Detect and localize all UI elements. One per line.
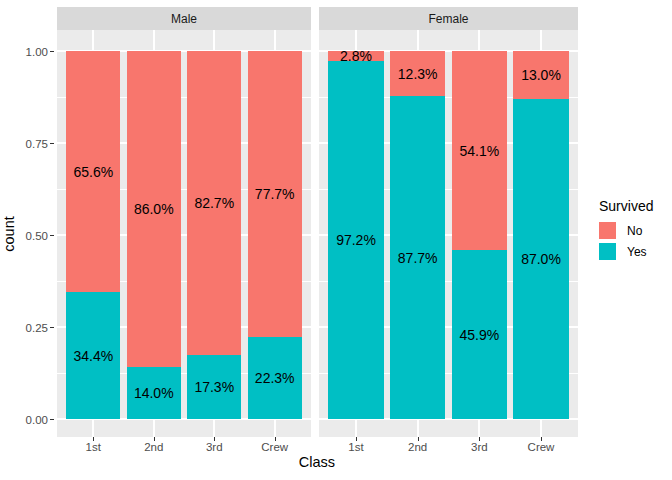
bar-label-yes: 14.0% [134,385,174,401]
bar-label-no: 54.1% [459,143,499,159]
x-tick-label: 2nd [144,441,163,453]
y-tick-mark [50,419,54,420]
legend-label-yes: Yes [627,245,647,259]
y-tick-label: 0.75 [14,138,48,150]
x-tick-label: 1st [348,441,363,453]
figure: count Class Male Female Survived No Yes … [0,0,672,480]
x-axis-title: Class [299,454,335,470]
y-tick-label: 0.00 [14,414,48,426]
legend-label-no: No [627,224,642,238]
facet-strip-label: Female [428,12,468,26]
bar-label-yes: 87.7% [398,250,438,266]
panel-female: 2.8% 97.2% 12.3% 87.7% 54.1% 45.9% 13.0% 87.0% [319,30,578,437]
panel-male: 65.6% 34.4% 86.0% 14.0% 82.7% 17.3% 77.7% 22.3% [57,30,311,437]
y-tick-mark [50,327,54,328]
y-tick-label: 1.00 [14,46,48,58]
bar-label-no: 65.6% [73,164,113,180]
legend-swatch-no [599,222,616,239]
facet-strip-male: Male [57,7,311,30]
legend-swatch-yes [599,243,616,260]
bar-label-yes: 97.2% [336,232,376,248]
y-tick-label: 0.25 [14,322,48,334]
legend-title: Survived [599,198,653,214]
facet-strip-female: Female [319,7,578,30]
bar-label-no: 86.0% [134,201,174,217]
facet-strip-label: Male [171,12,197,26]
bar-label-no: 82.7% [194,195,234,211]
bar-label-yes: 87.0% [521,251,561,267]
y-tick-mark [50,235,54,236]
x-tick-label: Crew [528,441,555,453]
bar-label-yes: 45.9% [459,327,499,343]
x-tick-label: 3rd [471,441,488,453]
bar-label-no: 13.0% [521,67,561,83]
bar-label-no: 12.3% [398,66,438,82]
x-tick-label: 2nd [408,441,427,453]
x-tick-label: 3rd [206,441,223,453]
x-tick-label: 1st [86,441,101,453]
x-tick-label: Crew [261,441,288,453]
bar-label-no: 2.8% [340,48,372,64]
bar-label-yes: 17.3% [194,379,234,395]
y-tick-mark [50,51,54,52]
bar-label-yes: 34.4% [73,348,113,364]
bar-label-yes: 22.3% [255,370,295,386]
y-tick-label: 0.50 [14,230,48,242]
bar-label-no: 77.7% [255,186,295,202]
y-tick-mark [50,143,54,144]
